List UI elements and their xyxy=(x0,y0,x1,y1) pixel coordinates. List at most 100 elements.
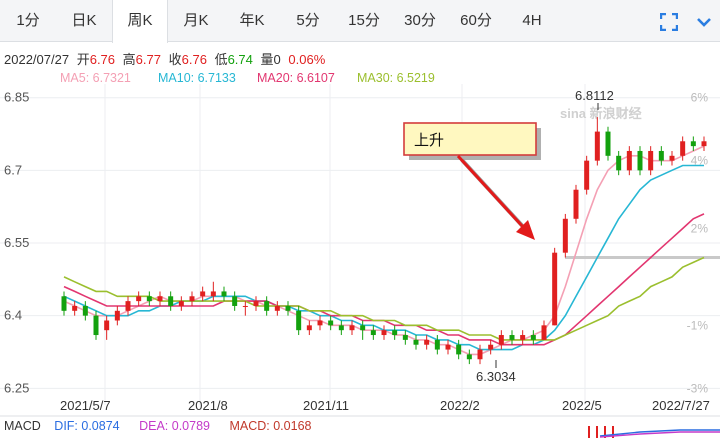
candle-body xyxy=(178,301,184,306)
info-change: 0.06% xyxy=(288,52,326,67)
candle-body xyxy=(114,310,120,321)
tab-1[interactable]: 日K xyxy=(71,12,97,29)
candle-body xyxy=(264,301,270,311)
ma10-legend: MA10: 6.7133 xyxy=(158,71,236,85)
fullscreen-icon[interactable] xyxy=(660,13,678,31)
candle-body xyxy=(93,315,99,336)
macd-dea: DEA: 0.0789 xyxy=(139,419,210,433)
tab-7[interactable]: 30分 xyxy=(404,12,436,29)
candle-body xyxy=(242,305,248,307)
x-tick: 2021/5/7 xyxy=(60,398,111,413)
low-marker-label: 6.3034 xyxy=(476,369,516,384)
y-tick-right: 6% xyxy=(691,91,709,105)
candle-body xyxy=(637,150,643,171)
candle-body xyxy=(61,296,67,311)
ma30-legend: MA30: 6.5219 xyxy=(357,71,435,85)
macd-dif-line xyxy=(599,429,720,437)
candle-body xyxy=(328,320,334,326)
candle-body xyxy=(530,335,536,340)
chevron-down-icon[interactable] xyxy=(696,14,712,30)
tab-5[interactable]: 5分 xyxy=(296,12,320,29)
candle-body xyxy=(594,131,600,161)
watermark-text: sina 新浪财经 xyxy=(560,106,642,121)
info-vol-label: 量 xyxy=(260,52,274,67)
candle-body xyxy=(253,301,259,306)
candle-body xyxy=(285,305,291,311)
callout-label: 上升 xyxy=(414,131,444,149)
macd-dea-line xyxy=(599,431,720,438)
candle-body xyxy=(626,150,632,171)
x-tick: 2022/2 xyxy=(440,398,480,413)
candle-body xyxy=(210,291,216,297)
candle-body xyxy=(605,131,611,156)
y-tick-right: -1% xyxy=(687,318,709,332)
candle-body xyxy=(488,344,494,350)
tab-4[interactable]: 年K xyxy=(239,12,265,29)
ma20-legend: MA20: 6.6107 xyxy=(257,71,335,85)
candle-body xyxy=(392,330,398,336)
candle-body xyxy=(690,141,696,147)
candle-body xyxy=(477,349,483,360)
candle-body xyxy=(520,335,526,340)
info-vol: 0 xyxy=(273,52,281,67)
candle-body xyxy=(189,296,195,302)
macd-bar xyxy=(596,426,598,438)
candle-body xyxy=(104,320,110,331)
y-tick-right: 4% xyxy=(691,154,709,168)
arrow-head xyxy=(516,220,535,240)
candle-body xyxy=(456,344,462,355)
candle-body xyxy=(360,325,366,331)
candle-body xyxy=(552,252,558,326)
tab-9[interactable]: 4H xyxy=(522,12,542,29)
candle-body xyxy=(296,310,302,331)
macd-legend: MACD DIF: 0.0874 DEA: 0.0789 MACD: 0.016… xyxy=(4,419,327,433)
candle-body xyxy=(402,335,408,340)
x-tick: 2022/7/27 xyxy=(652,398,710,413)
x-tick: 2022/5 xyxy=(562,398,602,413)
candle-body xyxy=(274,305,280,311)
tab-6[interactable]: 15分 xyxy=(348,12,380,29)
candle-body xyxy=(616,155,622,171)
tab-2[interactable]: 周K xyxy=(112,0,168,43)
candle-body xyxy=(381,330,387,336)
candle-body xyxy=(349,325,355,331)
candle-body xyxy=(509,335,515,340)
info-high-label: 高 xyxy=(122,52,136,67)
ohlc-info-line: 2022/07/27 开6.76 高6.77 收6.76 低6.74 量0 0.… xyxy=(4,49,329,68)
candle-body xyxy=(146,296,152,302)
macd-title: MACD xyxy=(4,419,41,433)
tab-0[interactable]: 1分 xyxy=(16,12,40,29)
candle-body xyxy=(648,150,654,171)
candle-body xyxy=(541,325,547,340)
macd-dif: DIF: 0.0874 xyxy=(54,419,120,433)
y-tick-left: 6.7 xyxy=(4,162,22,177)
candle-body xyxy=(157,296,163,302)
candle-body xyxy=(370,330,376,336)
info-date: 2022/07/27 xyxy=(4,52,70,67)
candle-body xyxy=(306,325,312,331)
high-marker-label: 6.8112 xyxy=(575,88,614,103)
period-tab-bar: 1分 日K 周K 月K 年K 5分 15分 30分 60分 4H xyxy=(0,0,720,43)
y-tick-right: -3% xyxy=(687,381,709,395)
ma-line-ma5 xyxy=(63,145,705,356)
candle-body xyxy=(562,218,568,253)
candle-body xyxy=(466,354,472,360)
y-tick-left: 6.25 xyxy=(4,380,29,395)
ma-line-ma20 xyxy=(63,213,705,346)
candle-body xyxy=(232,296,238,306)
candle-body xyxy=(221,291,227,297)
candle-body xyxy=(445,344,451,350)
candle-body xyxy=(72,305,78,311)
candle-body xyxy=(680,141,686,156)
info-close-label: 收 xyxy=(168,52,182,67)
info-open-label: 开 xyxy=(76,52,90,67)
arrow-shaft xyxy=(456,154,526,230)
tab-3[interactable]: 月K xyxy=(183,12,209,29)
candle-body xyxy=(669,155,675,161)
info-low: 6.74 xyxy=(227,52,253,67)
tab-8[interactable]: 60分 xyxy=(460,12,492,29)
candle-body xyxy=(584,160,590,190)
candle-body xyxy=(168,296,174,306)
candle-body xyxy=(82,305,88,316)
